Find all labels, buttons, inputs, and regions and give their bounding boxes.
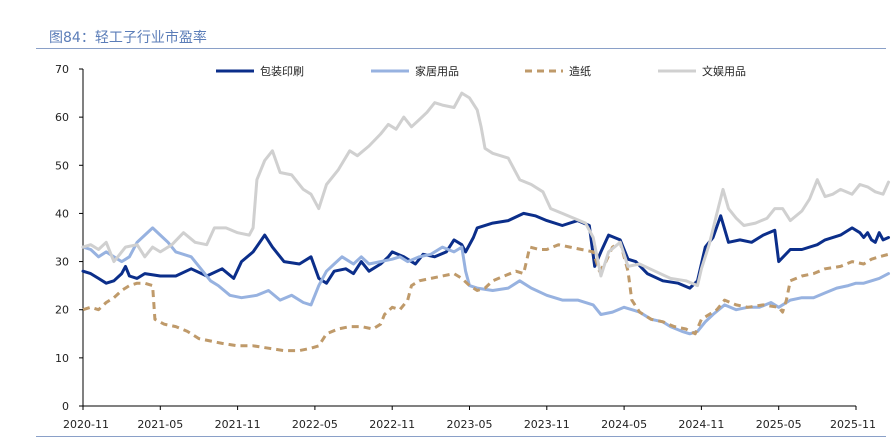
legend-label-1: 家居用品 — [415, 64, 459, 78]
legend-label-2: 造纸 — [569, 64, 591, 78]
bottom-rule — [36, 436, 886, 437]
y-tick-label: 40 — [55, 207, 69, 220]
series-line-1 — [81, 226, 890, 336]
y-tick-label: 0 — [62, 400, 69, 413]
series-line-2 — [82, 240, 889, 353]
x-tick-label: 2023-05 — [447, 418, 493, 431]
x-tick-label: 2021-05 — [137, 418, 183, 431]
x-tick-label: 2021-11 — [215, 418, 261, 431]
y-tick-label: 20 — [55, 304, 69, 317]
x-tick-label: 2022-05 — [292, 418, 338, 431]
series-lines — [81, 91, 890, 353]
series-line-0 — [81, 211, 890, 290]
legend-label-0: 包装印刷 — [260, 65, 304, 78]
y-tick-label: 50 — [55, 159, 69, 172]
x-tick-label: 2024-05 — [601, 418, 647, 431]
y-tick-label: 30 — [55, 256, 69, 269]
series-line-3 — [81, 91, 890, 288]
x-tick-label: 2025-11 — [830, 418, 876, 431]
title-rule — [36, 48, 886, 49]
x-tick-label: 2025-05 — [756, 418, 802, 431]
legend-label-3: 文娱用品 — [702, 64, 746, 78]
y-tick-label: 10 — [55, 352, 69, 365]
x-tick-labels: 2020-11 2021-05 2021-11 2022-05 2022-11 2023-… — [63, 406, 876, 431]
figure-title: 图84：轻工子行业市盈率 — [49, 30, 207, 46]
y-tick-label: 70 — [55, 63, 69, 76]
x-tick-label: 2020-11 — [63, 418, 109, 431]
y-tick-label: 60 — [55, 111, 69, 124]
x-tick-label: 2024-11 — [678, 418, 724, 431]
y-tick-labels: 0 10 20 30 40 50 60 70 — [55, 63, 83, 413]
x-tick-label: 2023-11 — [524, 418, 570, 431]
x-tick-label: 2022-11 — [369, 418, 415, 431]
legend: 包装印刷 家居用品 造纸 文娱用品 — [216, 64, 746, 78]
